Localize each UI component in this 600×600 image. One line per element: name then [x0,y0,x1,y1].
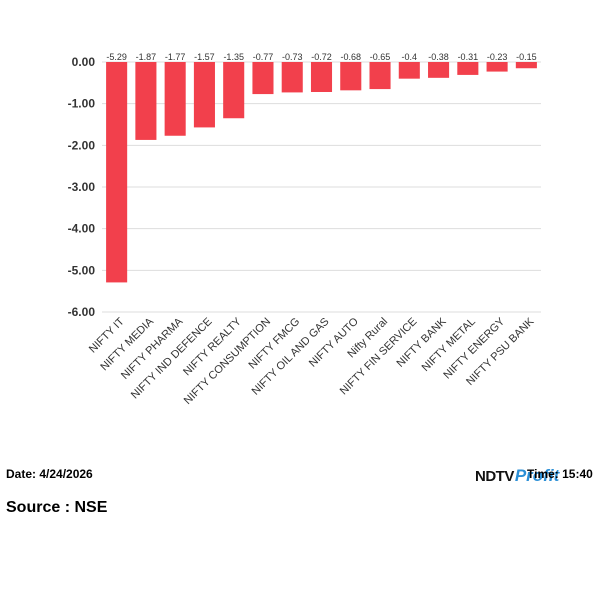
data-label: -1.87 [136,52,157,62]
data-label: -1.57 [194,52,215,62]
date-label: Date: 4/24/2026 [6,467,93,481]
bar [340,62,362,91]
bar [281,62,303,93]
bar-chart: 0.00 -1.00 -2.00 -3.00 -4.00 -5.00 -6.00 -5.29… [68,52,541,407]
bar [164,62,186,136]
data-label: -0.72 [311,52,332,62]
logo-ndtv-text: NDTV [475,468,514,485]
time-label: Time: 15:40 [527,467,593,481]
bars [106,62,537,283]
data-labels: -5.29 -1.87 -1.77 -1.57 -1.35 -0.77 -0.73 -0.72… [106,52,536,62]
logo-profit-text: Profit [514,466,560,485]
bar [515,62,537,69]
y-tick-label: -6.00 [68,305,96,319]
data-label: -0.65 [370,52,391,62]
data-label: -0.4 [402,52,418,62]
bar [310,62,333,92]
bar [428,62,450,78]
bar [457,62,479,75]
y-tick-label: -1.00 [68,97,96,111]
data-label: -0.77 [253,52,274,62]
bar [398,62,420,79]
ndtv-profit-logo: NDTV Profit [475,466,559,486]
bar [135,62,157,140]
source-label: Source : NSE [6,499,108,516]
bar [106,62,128,283]
bar [223,62,245,119]
data-label: -0.15 [516,52,537,62]
data-label: -0.73 [282,52,303,62]
bar [486,62,508,72]
y-axis-ticks: 0.00 -1.00 -2.00 -3.00 -4.00 -5.00 -6.00 [68,55,96,319]
data-label: -0.31 [458,52,479,62]
y-tick-label: -3.00 [68,180,96,194]
data-label: -0.23 [487,52,508,62]
data-label: -1.77 [165,52,186,62]
bar [252,62,274,95]
bar [369,62,391,90]
data-label: -1.35 [223,52,244,62]
data-label: -0.68 [341,52,362,62]
data-label: -0.38 [428,52,449,62]
y-tick-label: -2.00 [68,138,96,152]
data-label: -5.29 [106,52,127,62]
bar [193,62,215,128]
y-tick-label: -5.00 [68,263,96,277]
y-tick-label: -4.00 [68,222,96,236]
y-tick-label: 0.00 [72,55,96,69]
